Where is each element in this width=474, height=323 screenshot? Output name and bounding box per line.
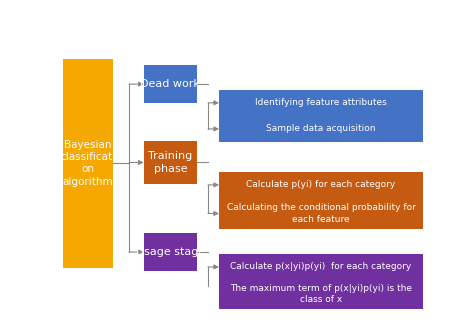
FancyBboxPatch shape (144, 141, 197, 184)
FancyBboxPatch shape (144, 65, 197, 103)
Text: Usage stage: Usage stage (136, 247, 205, 257)
Text: Bayesian
classificati
on
algorithm: Bayesian classificati on algorithm (60, 140, 115, 187)
Text: Training
phase: Training phase (148, 151, 192, 174)
Text: Calculating the conditional probability for
each feature: Calculating the conditional probability … (227, 203, 415, 224)
Text: Calculate p(x|yi)p(yi)  for each category: Calculate p(x|yi)p(yi) for each category (230, 263, 411, 271)
FancyBboxPatch shape (63, 59, 112, 267)
FancyBboxPatch shape (219, 116, 423, 142)
Text: Identifying feature attributes: Identifying feature attributes (255, 98, 387, 107)
Text: Dead work: Dead work (140, 79, 201, 89)
FancyBboxPatch shape (144, 233, 197, 271)
FancyBboxPatch shape (219, 254, 423, 280)
FancyBboxPatch shape (219, 90, 423, 116)
Text: The maximum term of p(x|yi)p(yi) is the
class of x: The maximum term of p(x|yi)p(yi) is the … (230, 284, 412, 304)
FancyBboxPatch shape (219, 198, 423, 229)
FancyBboxPatch shape (219, 280, 423, 308)
Text: Calculate p(yi) for each category: Calculate p(yi) for each category (246, 180, 396, 189)
FancyBboxPatch shape (219, 172, 423, 198)
Text: Sample data acquisition: Sample data acquisition (266, 124, 376, 133)
